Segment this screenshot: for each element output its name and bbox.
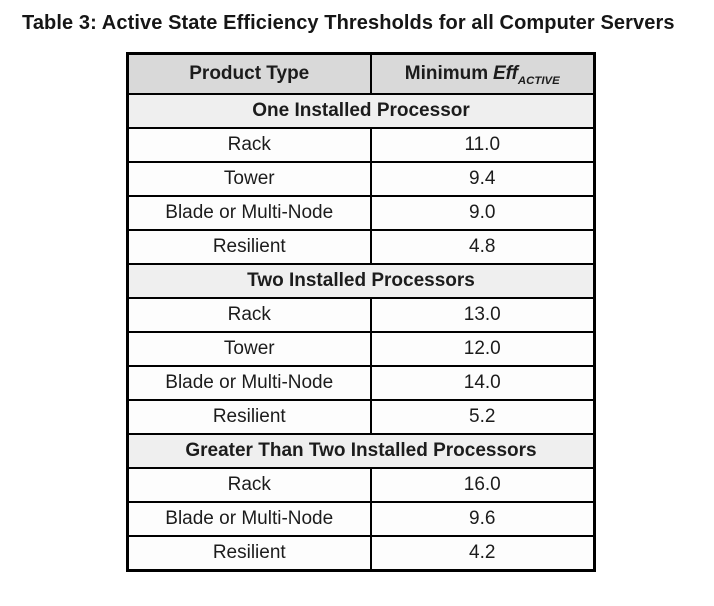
product-type-cell: Rack: [126, 297, 372, 333]
threshold-value-cell: 5.2: [369, 399, 596, 435]
column-header-minimum-eff-active: Minimum EffACTIVE: [369, 52, 596, 95]
table-row: Resilient 4.8: [126, 229, 596, 265]
efficiency-thresholds-table: Product Type Minimum EffACTIVE One Instal…: [126, 52, 596, 572]
threshold-value-cell: 4.2: [369, 535, 596, 572]
product-type-cell: Tower: [126, 161, 372, 197]
table-row: Blade or Multi-Node 9.0: [126, 195, 596, 231]
table-row: Resilient 5.2: [126, 399, 596, 435]
table-row: Blade or Multi-Node 14.0: [126, 365, 596, 401]
threshold-value-cell: 13.0: [369, 297, 596, 333]
section-row-two-processors: Two Installed Processors: [126, 263, 596, 299]
column-header-product-type: Product Type: [126, 52, 372, 95]
threshold-value-cell: 14.0: [369, 365, 596, 401]
eff-symbol: Eff: [492, 63, 518, 84]
product-type-cell: Resilient: [126, 229, 372, 265]
product-type-cell: Blade or Multi-Node: [126, 365, 372, 401]
table-row: Resilient 4.2: [126, 535, 596, 572]
threshold-value-cell: 12.0: [369, 331, 596, 367]
threshold-value-cell: 9.4: [369, 161, 596, 197]
threshold-value-cell: 11.0: [369, 127, 596, 163]
product-type-cell: Rack: [126, 467, 372, 503]
threshold-value-cell: 9.6: [369, 501, 596, 537]
section-row-one-processor: One Installed Processor: [126, 93, 596, 129]
table-row: Tower 9.4: [126, 161, 596, 197]
table-row: Rack 11.0: [126, 127, 596, 163]
section-label: Greater Than Two Installed Processors: [126, 433, 596, 469]
section-label: One Installed Processor: [126, 93, 596, 129]
threshold-value-cell: 9.0: [369, 195, 596, 231]
table-row: Rack 16.0: [126, 467, 596, 503]
threshold-value-cell: 16.0: [369, 467, 596, 503]
table-row: Blade or Multi-Node 9.6: [126, 501, 596, 537]
product-type-cell: Blade or Multi-Node: [126, 501, 372, 537]
eff-subscript-active: ACTIVE: [517, 74, 560, 87]
product-type-cell: Tower: [126, 331, 372, 367]
table-row: Tower 12.0: [126, 331, 596, 367]
product-type-cell: Blade or Multi-Node: [126, 195, 372, 231]
table-header-row: Product Type Minimum EffACTIVE: [126, 52, 596, 95]
table-row: Rack 13.0: [126, 297, 596, 333]
product-type-cell: Rack: [126, 127, 372, 163]
product-type-cell: Resilient: [126, 399, 372, 435]
section-row-greater-than-two-processors: Greater Than Two Installed Processors: [126, 433, 596, 469]
threshold-value-cell: 4.8: [369, 229, 596, 265]
minimum-label: Minimum: [404, 63, 489, 84]
product-type-cell: Resilient: [126, 535, 372, 572]
table-caption: Table 3: Active State Efficiency Thresho…: [22, 12, 675, 34]
section-label: Two Installed Processors: [126, 263, 596, 299]
